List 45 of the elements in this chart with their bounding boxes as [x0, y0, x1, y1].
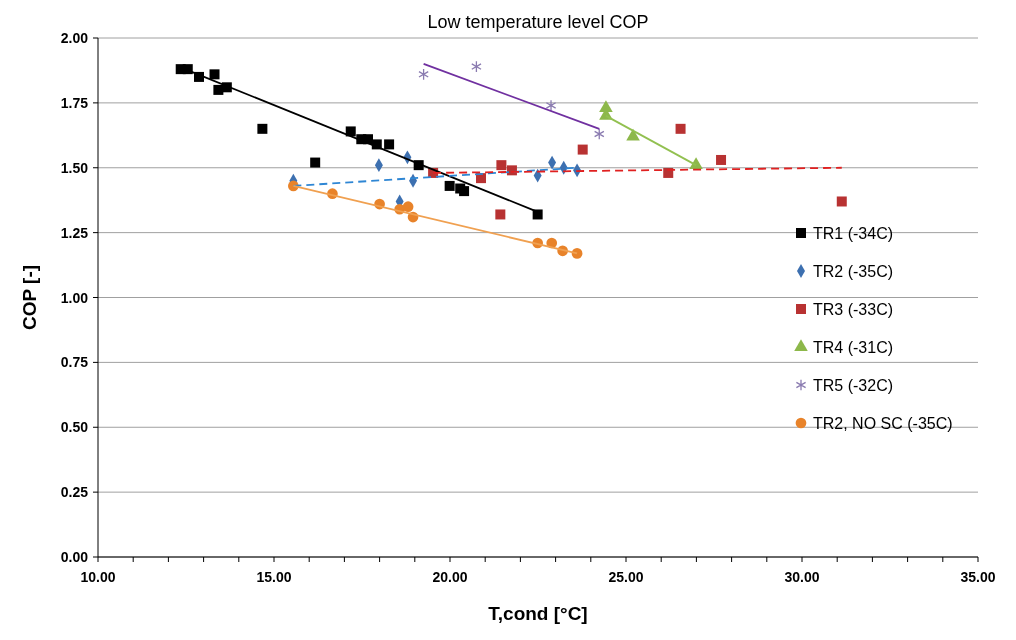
legend-label: TR3 (-33C)	[813, 301, 894, 318]
x-tick-label: 10.00	[80, 569, 116, 585]
y-tick-label: 1.75	[60, 94, 89, 111]
legend-label: TR2, NO SC (-35C)	[813, 415, 953, 432]
point	[836, 196, 847, 207]
point	[310, 157, 321, 168]
x-tick-label: 20.00	[432, 569, 468, 585]
y-tick-label: 0.75	[60, 354, 89, 371]
point	[257, 123, 268, 134]
y-tick-label: 1.50	[60, 159, 89, 176]
point	[593, 128, 605, 141]
point	[545, 99, 557, 112]
point	[716, 154, 727, 165]
x-tick-label: 35.00	[960, 569, 996, 585]
point	[496, 160, 507, 171]
y-tick-label: 1.00	[60, 289, 89, 306]
y-tick-label: 2.00	[60, 30, 89, 46]
x-tick-label: 25.00	[608, 569, 644, 585]
point	[418, 68, 429, 81]
y-tick-label: 0.25	[60, 484, 89, 501]
legend-label: TR4 (-31C)	[813, 339, 894, 356]
x-axis-title: T,cond [°C]	[488, 603, 588, 624]
y-tick-label: 0.00	[60, 549, 89, 565]
point	[209, 69, 220, 80]
point	[402, 201, 414, 213]
y-tick-label: 1.25	[60, 224, 89, 241]
legend-label: TR2 (-35C)	[813, 263, 894, 280]
point	[495, 209, 506, 220]
legend-label: TR1 (-34C)	[813, 225, 894, 242]
point	[689, 157, 703, 170]
point	[459, 186, 470, 197]
point	[213, 84, 224, 95]
point	[675, 123, 686, 134]
point	[444, 180, 455, 191]
x-tick-label: 30.00	[784, 569, 820, 585]
point	[384, 139, 395, 150]
point	[577, 144, 588, 155]
legend-label: TR5 (-32C)	[813, 377, 894, 394]
point	[532, 209, 543, 220]
point	[471, 60, 482, 73]
y-tick-label: 0.50	[60, 419, 89, 436]
point	[345, 126, 356, 137]
y-axis-title: COP [-]	[19, 264, 40, 331]
chart-title: Low temperature level COP	[427, 12, 649, 32]
x-tick-label: 15.00	[256, 569, 292, 585]
